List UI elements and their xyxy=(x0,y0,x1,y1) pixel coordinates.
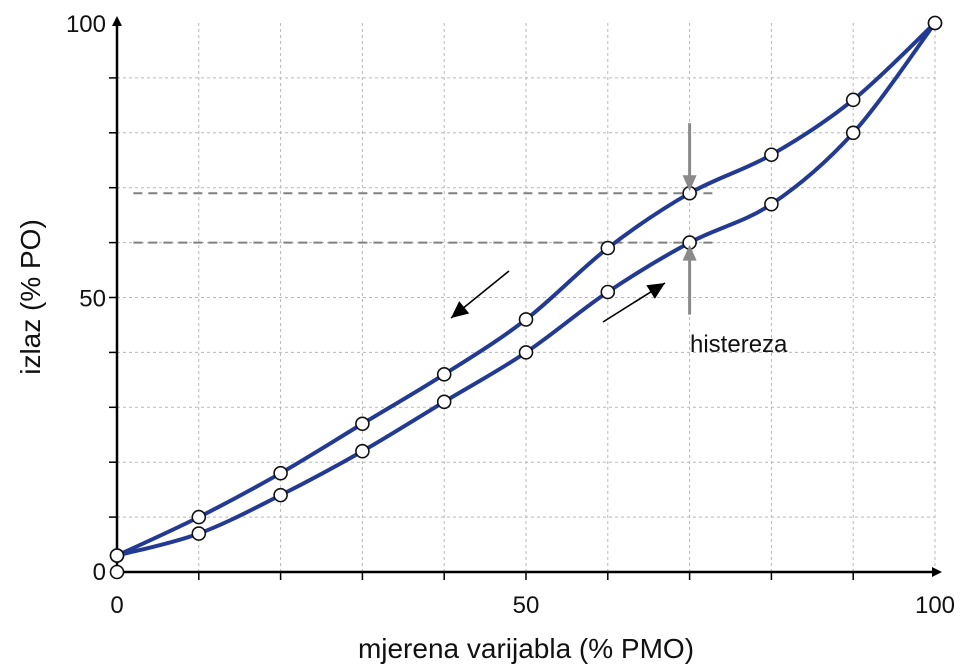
arrow-decreasing-head xyxy=(451,301,470,318)
data-point xyxy=(273,487,288,503)
x-axis-title: mjerena varijabla (% PMO) xyxy=(358,633,694,664)
data-point xyxy=(436,394,452,410)
data-point xyxy=(191,509,207,525)
data-point xyxy=(600,284,616,300)
data-point xyxy=(273,465,288,481)
x-tick-label: 0 xyxy=(110,592,123,619)
data-point xyxy=(518,345,534,360)
data-point xyxy=(764,196,779,212)
x-tick-label: 100 xyxy=(915,592,955,619)
hysteresis-arrow-up-head xyxy=(682,244,697,261)
y-tick-label: 0 xyxy=(93,559,106,586)
data-point xyxy=(518,312,534,327)
data-point xyxy=(764,147,779,163)
data-point xyxy=(109,564,125,580)
data-point xyxy=(845,125,861,141)
y-tick-label: 50 xyxy=(79,286,106,313)
data-point xyxy=(927,15,943,31)
annotations xyxy=(450,123,697,323)
data-point xyxy=(109,548,125,563)
tick-labels: 0 50 100 0 50 100 xyxy=(66,11,955,619)
series-line xyxy=(116,21,937,558)
y-tick-label: 100 xyxy=(66,11,106,38)
data-point xyxy=(436,367,452,382)
y-axis-title: izlaz (% PO) xyxy=(15,219,46,375)
grid xyxy=(117,23,936,572)
arrow-increasing-head xyxy=(646,283,665,299)
data-point xyxy=(191,526,207,541)
data-point xyxy=(600,240,616,256)
data-point xyxy=(845,92,861,108)
axes xyxy=(109,16,942,580)
data-point xyxy=(355,416,370,432)
series xyxy=(109,15,943,580)
x-tick-label: 50 xyxy=(513,592,540,619)
hysteresis-label: histereza xyxy=(690,331,788,358)
hysteresis-arrow-down-head xyxy=(682,175,697,192)
data-point xyxy=(355,443,370,459)
